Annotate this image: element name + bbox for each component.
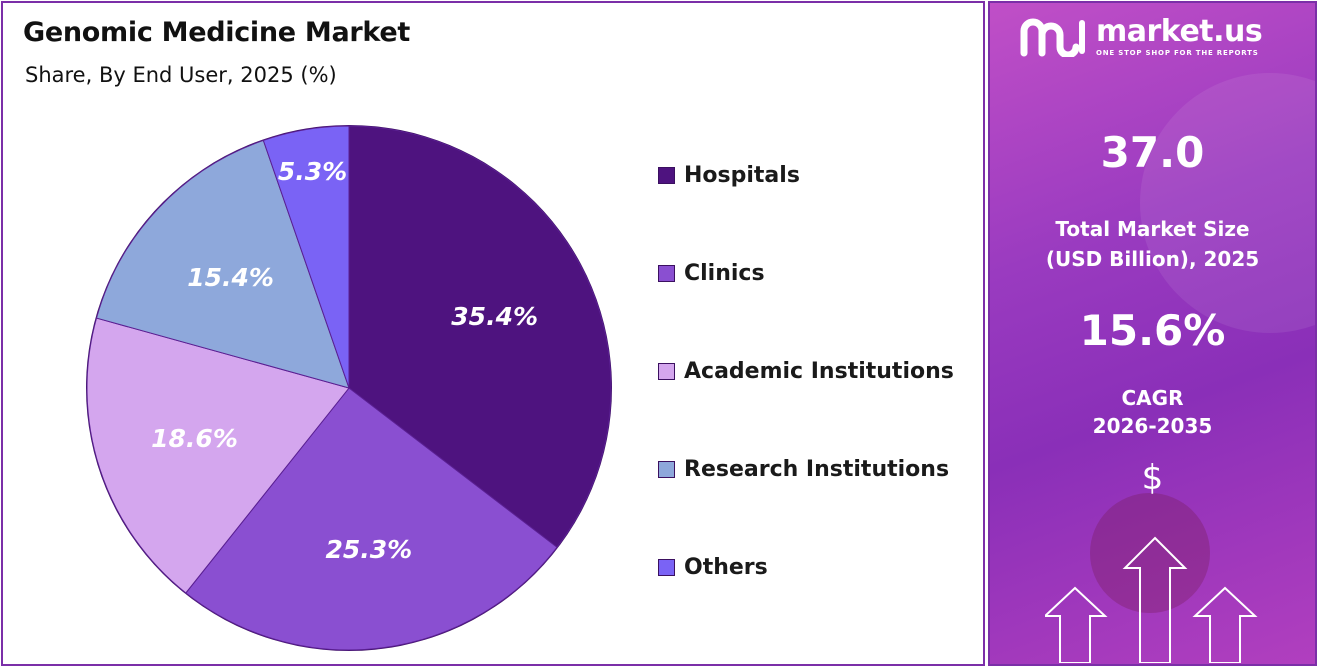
pie-slice-others [262,125,350,389]
legend-label: Research Institutions [684,457,950,482]
summary-panel: market.us ONE STOP SHOP FOR THE REPORTS … [988,1,1317,666]
legend-swatch [658,559,675,576]
legend-swatch [658,363,675,380]
legend-item: Academic Institutions [658,359,954,384]
market-size-label-line2: (USD Billion), 2025 [1045,247,1260,271]
arrow-up-icon [1122,536,1188,663]
brand-logo: market.us ONE STOP SHOP FOR THE REPORTS [1020,14,1263,57]
dollar-icon: $ [1141,458,1164,498]
legend-item: Hospitals [658,163,800,188]
pie-data-label: 35.4% [451,302,538,331]
pie-data-label: 18.6% [151,424,238,453]
cagr-label-line2: 2026-2035 [1092,414,1213,438]
pie-data-label: 15.4% [187,263,274,292]
chart-panel: Genomic Medicine Market Share, By End Us… [1,1,985,666]
pie-slice-hospitals [348,125,612,548]
market-size-label-line1: Total Market Size [1055,217,1250,241]
pie-slice-academic-institutions [86,317,350,594]
legend-label: Clinics [684,261,765,286]
growth-arrows [1045,536,1258,663]
pie-chart: 35.4% 25.3% 18.6% 15.4% 5.3% [86,125,612,651]
background-glow [1140,73,1315,333]
legend-item: Clinics [658,261,765,286]
chart-subtitle: Share, By End User, 2025 (%) [25,63,337,87]
market-us-logo-icon [1020,18,1085,57]
market-size-value: 37.0 [1100,128,1205,177]
pie-data-label: 5.3% [278,157,347,186]
legend-swatch [658,265,675,282]
pie-slice-clinics [185,387,558,651]
pie-slice-research-institutions [95,139,350,389]
brand-name: market.us [1096,14,1263,49]
brand-tagline: ONE STOP SHOP FOR THE REPORTS [1096,49,1259,57]
legend-swatch [658,167,675,184]
chart-title: Genomic Medicine Market [23,17,410,48]
legend-label: Hospitals [684,163,800,188]
arrow-up-icon [1192,586,1258,663]
background-circle [1090,493,1210,613]
legend-item: Research Institutions [658,457,949,482]
pie-data-label: 25.3% [325,535,412,564]
legend-swatch [658,461,675,478]
cagr-label-line1: CAGR [1121,386,1184,410]
cagr-value: 15.6% [1079,306,1226,355]
legend-item: Others [658,555,768,580]
legend-label: Academic Institutions [684,359,954,384]
arrow-up-icon [1045,586,1108,663]
legend-label: Others [684,555,768,580]
